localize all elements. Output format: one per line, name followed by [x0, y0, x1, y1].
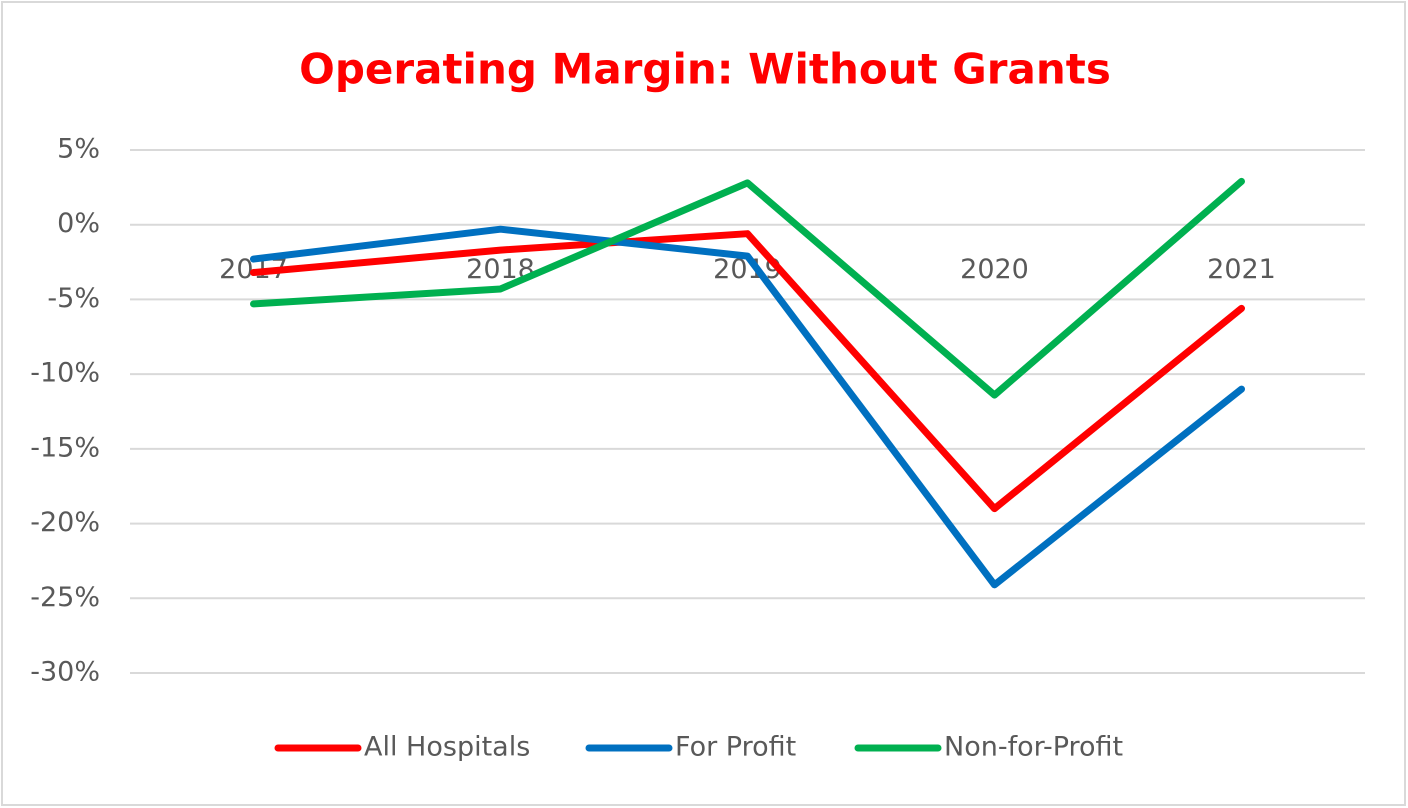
series-line [250, 230, 1245, 513]
y-tick-label: 0% [57, 208, 100, 239]
y-tick-label: 5% [57, 134, 100, 165]
y-tick-label: -30% [30, 657, 100, 688]
legend-label: All Hospitals [364, 732, 530, 763]
series-line [250, 225, 1245, 589]
legend: All Hospitals For Profit Non-for-Profit [274, 732, 1123, 763]
y-tick-label: -5% [47, 283, 100, 314]
y-tick-label: -20% [30, 507, 100, 538]
x-tick-label: 2021 [1207, 254, 1276, 285]
series-line [250, 177, 1245, 399]
y-tick-label: -15% [30, 432, 100, 463]
y-tick-label: -25% [30, 582, 100, 613]
legend-label: For Profit [675, 732, 796, 763]
legend-label: Non-for-Profit [944, 732, 1123, 763]
lines [250, 177, 1245, 589]
y-tick-label: -10% [30, 358, 100, 389]
x-tick-label: 2020 [960, 254, 1029, 285]
chart-title: Operating Margin: Without Grants [299, 45, 1111, 94]
